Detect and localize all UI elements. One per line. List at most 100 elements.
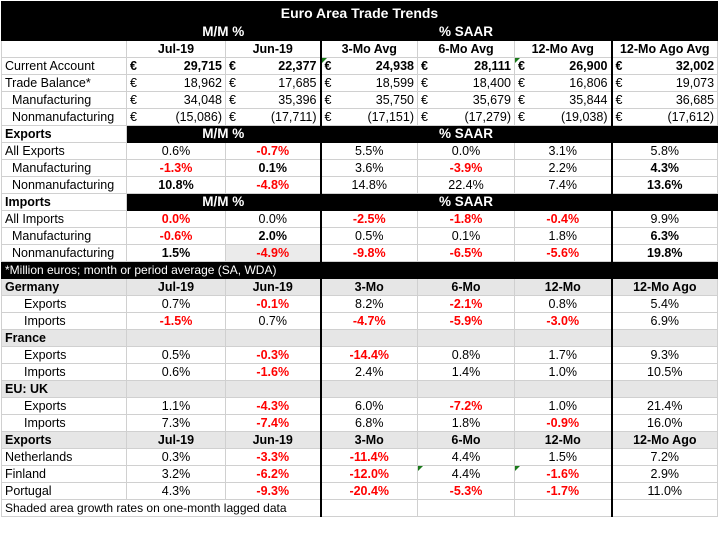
table-row: Portugal 4.3% -9.3% -20.4% -5.3% -1.7% 1… [1,482,718,500]
footnote: *Million euros; month or period average … [0,261,718,279]
cell-value: -0.6% [126,227,226,245]
cell-value: 5.8% [610,142,718,160]
table-row: Nonmanufacturing € (15,086) € (17,711) € (1… [1,108,718,126]
col-header: Jul-19 [126,431,226,449]
cell-value: 1.1% [126,397,226,415]
cell-value: -5.3% [417,482,515,500]
cell-value: 6.8% [319,414,418,432]
euro-sign: € [518,76,525,90]
cell-value: -9.3% [225,482,321,500]
cell-value: (17,612) [667,110,715,124]
country-name: France [1,329,127,347]
group-header-row: M/M % % SAAR [1,23,718,41]
euro-sign: € [421,59,428,73]
section-header-exports: Exports M/M % % SAAR [1,125,718,143]
euro-sign: € [229,76,236,90]
cell-value: 0.1% [417,227,515,245]
cell-value: 8.2% [319,295,418,313]
col-header: 6-Mo Avg [417,40,515,58]
cell-value: 35,750 [375,93,414,107]
row-label: Portugal [1,482,127,500]
cell-value: 3.2% [126,465,226,483]
cell-value: -1.6% [514,465,612,483]
row-label: Trade Balance* [1,74,127,92]
euro-sign: € [130,110,137,124]
cell-value: 5.5% [319,142,418,160]
table-row: Exports 0.5% -0.3% -14.4% 0.8% 1.7% 9.3% [1,346,718,364]
cell-value: 0.8% [514,295,612,313]
cell-value: 6.0% [319,397,418,415]
cell-value: 0.1% [225,159,321,177]
cell-value: 4.4% [417,465,515,483]
euro-sign: € [130,59,137,73]
group-saar: % SAAR [319,23,612,41]
euro-sign: € [130,93,137,107]
cell-value: 3.1% [514,142,612,160]
col-header: Jun-19 [225,431,321,449]
cell-value: 9.9% [610,210,718,228]
cell-value: 18,599 [375,76,414,90]
cell-value: -9.8% [319,244,418,262]
country-header-row: Exports Jul-19 Jun-19 3-Mo 6-Mo 12-Mo 12… [1,431,718,449]
table-row: Nonmanufacturing 10.8% -4.8% 14.8% 22.4%… [1,176,718,194]
euro-sign: € [421,93,428,107]
row-label: Current Account [1,57,127,75]
row-label: All Exports [1,142,127,160]
euro-sign: € [615,59,623,73]
country-name: EU: UK [1,380,127,398]
cell-value: -0.1% [225,295,321,313]
cell-value: 0.8% [417,346,515,364]
cell-value: -3.3% [225,448,321,466]
euro-sign: € [229,59,236,73]
col-header: 12-Mo Ago [610,278,718,296]
cell-value: 2.0% [225,227,321,245]
cell-value: 6.9% [610,312,718,330]
country-header-row: France [1,329,718,347]
group-mm: M/M % [126,193,321,211]
table-row: Finland 3.2% -6.2% -12.0% 4.4% -1.6% 2.9… [1,465,718,483]
cell-value: -4.7% [319,312,418,330]
table-row: Imports 7.3% -7.4% 6.8% 1.8% -0.9% 16.0% [1,414,718,432]
cell-value: 0.7% [225,312,321,330]
row-label: Imports [1,312,127,330]
table-row: Exports 1.1% -4.3% 6.0% -7.2% 1.0% 21.4% [1,397,718,415]
cell-value: 0.7% [126,295,226,313]
cell-value: 2.2% [514,159,612,177]
section-label: Exports [1,125,127,143]
row-label: All Imports [1,210,127,228]
cell-value: 24,938 [375,59,414,73]
table-row: Imports 0.6% -1.6% 2.4% 1.4% 1.0% 10.5% [1,363,718,381]
cell-value: 10.8% [126,176,226,194]
cell-value: 0.3% [126,448,226,466]
table-title: Euro Area Trade Trends [0,1,718,24]
row-label: Exports [1,346,127,364]
cell-value: -14.4% [319,346,418,364]
row-label: Nonmanufacturing [1,108,127,126]
cell-value: 7.4% [514,176,612,194]
table-row: Manufacturing €34,048 €35,396 €35,750 €3… [1,91,718,109]
cell-value: 0.0% [126,210,226,228]
table-row: Imports -1.5% 0.7% -4.7% -5.9% -3.0% 6.9… [1,312,718,330]
euro-sign: € [421,110,428,124]
cell-value: 28,111 [474,59,511,73]
group-mm: M/M % [126,125,321,143]
col-header: 6-Mo [417,278,515,296]
col-header: Jul-19 [126,40,226,58]
cell-value: 18,400 [472,76,511,90]
table-row: All Imports 0.0% 0.0% -2.5% -1.8% -0.4% … [1,210,718,228]
group-saar: % SAAR [319,125,612,143]
cell-value: -0.4% [514,210,612,228]
group-saar: % SAAR [319,193,612,211]
col-header: 12-Mo Ago [610,431,718,449]
cell-value: 4.3% [126,482,226,500]
country-header-row: EU: UK [1,380,718,398]
cell-value: 9.3% [610,346,718,364]
footnote: Shaded area growth rates on one-month la… [1,499,321,517]
row-label: Exports [1,397,127,415]
euro-sign: € [130,76,137,90]
cell-value: 7.2% [610,448,718,466]
cell-value: (17,151) [367,110,414,124]
col-header: 3-Mo [319,278,418,296]
col-header: Jul-19 [126,278,226,296]
row-label: Exports [1,295,127,313]
